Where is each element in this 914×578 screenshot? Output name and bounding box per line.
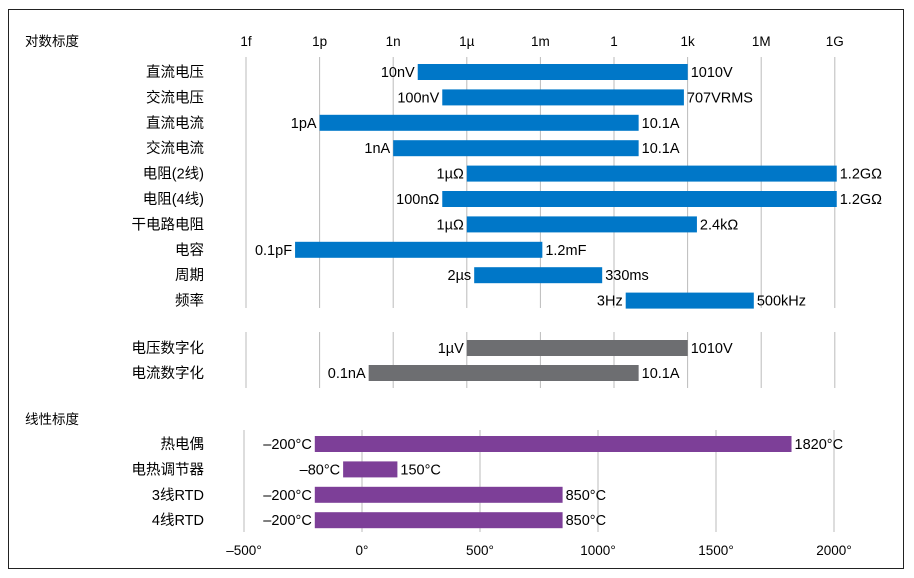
bar-min-label: –200°C (263, 437, 312, 453)
range-bar (368, 365, 639, 381)
range-bar (319, 114, 639, 131)
row-label: 周期 (175, 267, 204, 284)
bar-min-label: 0.1nA (328, 366, 366, 382)
range-bar (442, 89, 684, 106)
x-tick-label: 1000° (580, 543, 615, 558)
bar-max-label: 10.1A (642, 141, 680, 157)
row-label: 热电偶 (161, 436, 205, 453)
range-bar (466, 165, 837, 182)
bar-max-label: 1010V (691, 341, 733, 357)
range-bar (314, 486, 563, 503)
bar-min-label: –200°C (263, 513, 312, 529)
bar-min-label: 10nV (381, 65, 415, 81)
bar-max-label: 2.4kΩ (700, 217, 738, 233)
row-label: 交流电流 (146, 139, 204, 157)
bar-max-label: 1010V (691, 65, 733, 81)
row-label: 电容 (175, 242, 204, 259)
bar-min-label: 2µs (448, 268, 472, 284)
row-label: 电压数字化 (132, 340, 205, 357)
x-tick-label: 500° (466, 543, 494, 558)
bar-min-label: 0.1pF (255, 243, 292, 259)
bar-max-label: 1.2GΩ (840, 192, 882, 208)
x-tick-label: 1m (531, 34, 550, 49)
range-bar (417, 64, 688, 80)
row-label: 直流电流 (146, 115, 204, 132)
bar-max-label: 1.2mF (545, 243, 586, 259)
bar-min-label: 1µΩ (437, 217, 464, 233)
bar-max-label: 850°C (566, 488, 606, 504)
bar-max-label: 707VRMS (687, 90, 753, 106)
bar-min-label: 1µV (438, 341, 464, 357)
row-label: 3线RTD (152, 487, 204, 504)
x-tick-label: 1µ (459, 34, 475, 49)
bar-min-label: 1pA (291, 116, 317, 132)
row-label: 交流电压 (146, 88, 204, 106)
x-tick-label: 2000° (816, 543, 851, 558)
range-bar (393, 140, 639, 157)
row-label: 电流数字化 (132, 365, 205, 382)
row-label: 频率 (175, 293, 204, 310)
row-label: 直流电压 (146, 64, 204, 81)
bar-min-label: 3Hz (597, 294, 623, 310)
x-tick-label: 1f (240, 34, 252, 49)
bar-max-label: 150°C (400, 462, 440, 478)
range-bar (314, 436, 792, 452)
row-label: 电阻(2线) (143, 166, 204, 183)
x-tick-label: 1G (826, 34, 844, 49)
log-scale-section-title: 对数标度 (25, 34, 79, 49)
bar-max-label: 330ms (605, 268, 649, 284)
bar-min-label: –200°C (263, 488, 312, 504)
bar-max-label: 850°C (566, 513, 606, 529)
bar-max-label: 1.2GΩ (840, 167, 882, 183)
x-tick-label: 0° (356, 543, 369, 558)
x-tick-label: 1k (680, 34, 695, 49)
bar-max-label: 500kHz (757, 294, 806, 310)
bar-min-label: 1nA (364, 141, 390, 157)
range-bar (314, 512, 563, 529)
x-tick-label: 1p (312, 34, 327, 49)
bar-max-label: 1820°C (795, 437, 844, 453)
bar-min-label: 100nΩ (396, 192, 439, 208)
range-bar (466, 340, 688, 356)
range-bar (442, 191, 837, 207)
range-bar (474, 267, 603, 284)
x-tick-label: 1 (610, 34, 618, 49)
x-tick-label: 1n (386, 34, 401, 49)
bar-min-label: 1µΩ (437, 167, 464, 183)
bar-max-label: 10.1A (642, 366, 680, 382)
row-label: 4线RTD (152, 512, 204, 529)
bar-max-label: 10.1A (642, 116, 680, 132)
bar-min-label: –80°C (300, 462, 340, 478)
row-label: 干电路电阻 (132, 216, 205, 233)
x-tick-label: 1M (752, 34, 771, 49)
row-label: 电热调节器 (132, 461, 205, 478)
range-bar (466, 216, 697, 233)
row-label: 电阻(4线) (143, 191, 204, 208)
linear-scale-section-title: 线性标度 (25, 412, 79, 427)
range-bar (295, 241, 543, 258)
bar-min-label: 100nV (397, 90, 439, 106)
x-tick-label: 1500° (698, 543, 733, 558)
x-tick-label: –500° (226, 543, 261, 558)
range-bar (343, 461, 398, 478)
range-bar (625, 292, 754, 309)
